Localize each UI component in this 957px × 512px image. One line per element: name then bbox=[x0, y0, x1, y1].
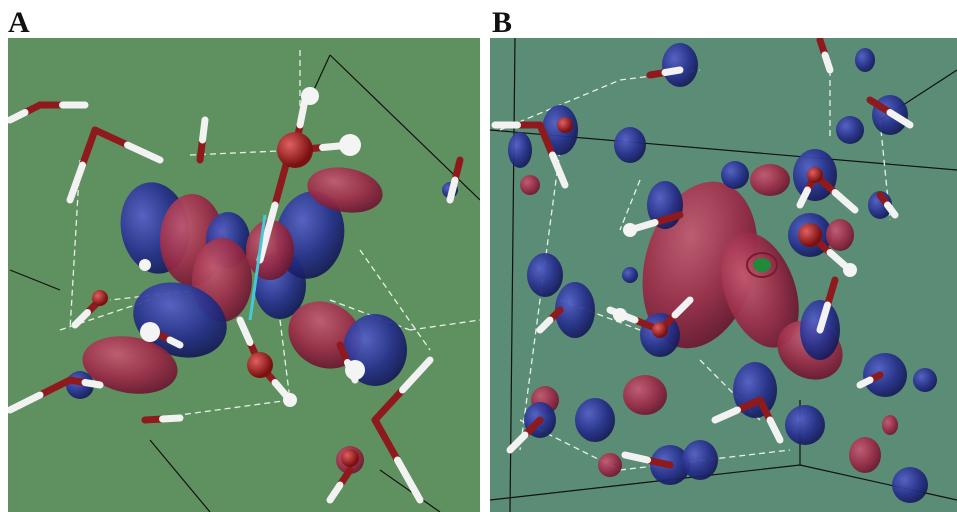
orbital-lobe-positive bbox=[849, 437, 881, 473]
oxygen-atom bbox=[807, 167, 823, 183]
bond bbox=[203, 120, 206, 140]
central-atom bbox=[753, 258, 771, 272]
orbital-lobe-negative bbox=[527, 253, 563, 297]
hydrogen-atom bbox=[339, 134, 361, 156]
oxygen-atom bbox=[557, 117, 573, 133]
orbital-lobe-negative bbox=[662, 43, 698, 87]
hydrogen-atom bbox=[623, 223, 637, 237]
hydrogen-atom bbox=[140, 322, 160, 342]
oxygen-atom bbox=[277, 132, 313, 168]
hydrogen-atom bbox=[843, 263, 857, 277]
hydrogen-atom bbox=[345, 360, 365, 380]
hydrogen-atom bbox=[139, 259, 151, 271]
bond bbox=[665, 70, 680, 73]
orbital-lobe-negative bbox=[682, 440, 718, 480]
orbital-lobe-positive bbox=[750, 164, 790, 196]
panel-label: B bbox=[492, 6, 512, 39]
orbital-lobe-negative bbox=[863, 353, 907, 397]
bond bbox=[860, 380, 870, 385]
orbital-lobe-positive bbox=[882, 415, 898, 435]
oxygen-atom bbox=[652, 322, 668, 338]
orbital-lobe-negative bbox=[622, 267, 638, 283]
oxygen-atom bbox=[798, 223, 822, 247]
bond bbox=[300, 100, 305, 125]
page: A B (() => { const data = JSON.parse(doc… bbox=[0, 0, 957, 512]
hydrogen-atom bbox=[301, 87, 319, 105]
hydrogen-atom bbox=[283, 393, 297, 407]
bond bbox=[625, 455, 648, 460]
orbital-lobe-negative bbox=[614, 127, 646, 163]
bond bbox=[450, 180, 455, 200]
orbital-lobe-negative bbox=[575, 398, 615, 442]
bond bbox=[825, 55, 830, 70]
orbital-lobe-positive bbox=[623, 375, 667, 415]
figure: A B bbox=[0, 0, 957, 512]
orbital-lobe-negative bbox=[836, 116, 864, 144]
oxygen-atom bbox=[341, 449, 359, 467]
bond bbox=[85, 383, 100, 386]
bond bbox=[170, 340, 180, 345]
orbital-lobe-positive bbox=[826, 219, 854, 251]
orbital-lobe-negative bbox=[721, 161, 749, 189]
orbital-lobe-positive bbox=[598, 453, 622, 477]
hydrogen-atom bbox=[613, 308, 627, 322]
orbital-lobe-positive bbox=[520, 175, 540, 195]
bond bbox=[163, 418, 181, 419]
orbital-lobe-negative bbox=[785, 405, 825, 445]
orbital-lobe-negative bbox=[508, 132, 532, 168]
orbital-lobe-negative bbox=[913, 368, 937, 392]
oxygen-atom bbox=[247, 352, 273, 378]
orbital-lobe-negative bbox=[855, 48, 875, 72]
oxygen-atom bbox=[92, 290, 108, 306]
orbital-lobe-negative bbox=[892, 467, 928, 503]
panel-label: A bbox=[8, 6, 30, 39]
